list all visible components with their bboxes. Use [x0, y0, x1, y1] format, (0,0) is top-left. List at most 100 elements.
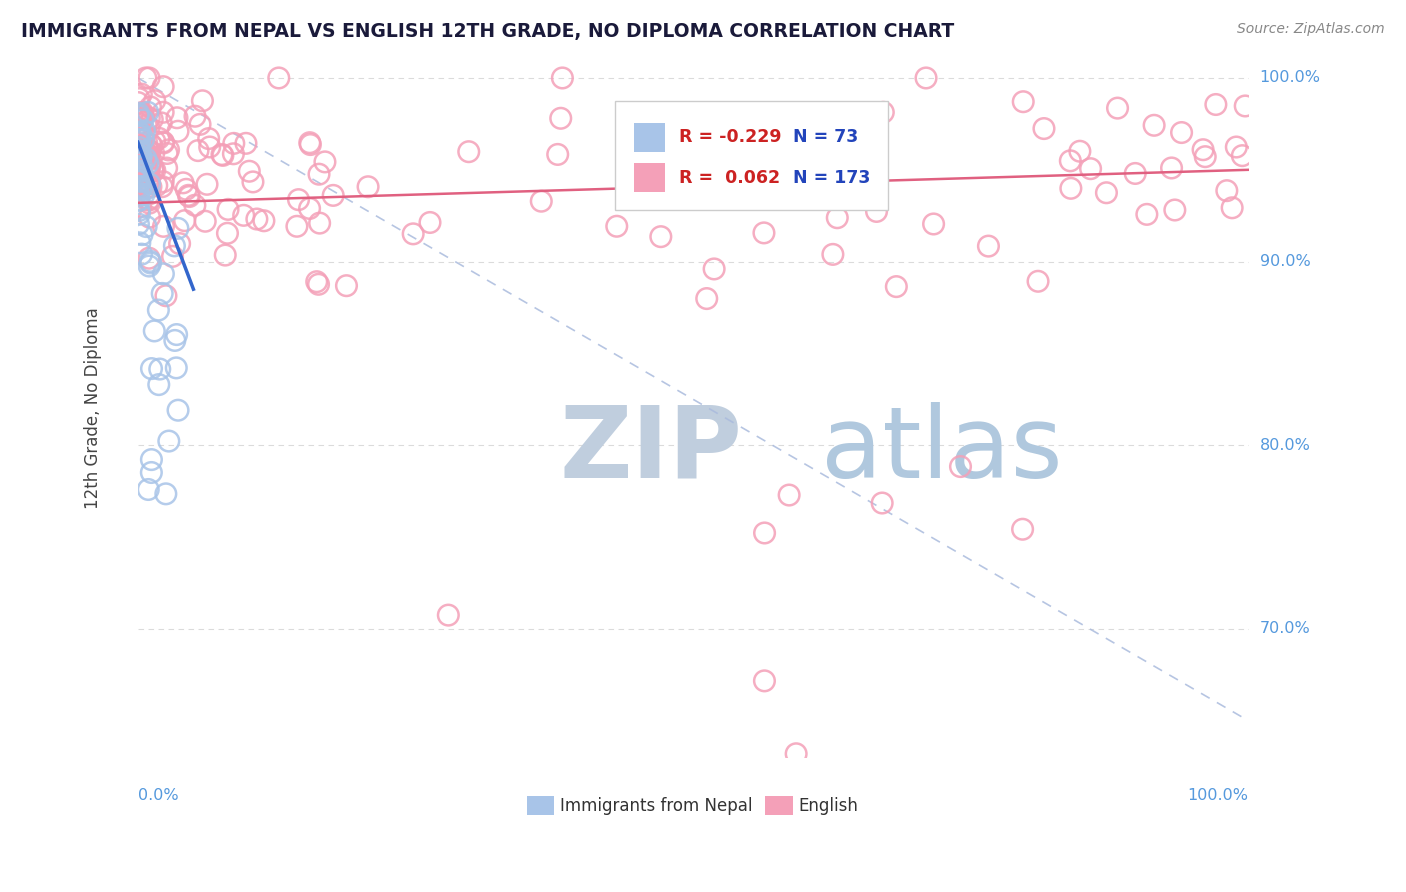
Point: [139, 157, 162, 171]
Text: 12th Grade, No Diploma: 12th Grade, No Diploma: [84, 308, 103, 509]
Point: [138, 180, 160, 194]
Point: [128, 160, 150, 174]
Point: [135, 163, 157, 178]
Point: [136, 141, 159, 155]
Point: [267, 70, 290, 85]
Point: [136, 153, 159, 168]
Point: [148, 303, 170, 318]
Text: R = -0.229: R = -0.229: [679, 128, 782, 146]
Point: [128, 203, 150, 218]
Point: [696, 292, 718, 306]
Point: [139, 100, 162, 114]
Point: [129, 133, 152, 147]
Point: [167, 221, 190, 235]
Text: Immigrants from Nepal: Immigrants from Nepal: [560, 797, 752, 814]
Point: [128, 129, 150, 144]
Point: [922, 217, 945, 231]
Point: [138, 170, 160, 185]
Point: [308, 277, 330, 292]
Point: [184, 109, 207, 123]
Point: [152, 219, 174, 234]
Point: [128, 194, 150, 208]
Point: [150, 116, 173, 130]
Point: [194, 214, 217, 228]
Point: [1012, 95, 1035, 109]
Point: [128, 151, 150, 165]
Point: [148, 377, 170, 392]
Point: [419, 215, 441, 229]
Point: [129, 141, 152, 155]
Point: [402, 227, 425, 241]
Text: 70.0%: 70.0%: [1260, 622, 1310, 637]
Point: [138, 210, 160, 224]
Point: [128, 125, 150, 139]
Point: [128, 144, 150, 158]
Point: [155, 161, 177, 175]
Point: [141, 452, 163, 467]
Point: [139, 256, 162, 270]
Point: [138, 192, 160, 206]
Point: [285, 219, 308, 234]
Point: [148, 131, 170, 145]
Point: [152, 135, 174, 149]
Point: [136, 144, 159, 158]
Point: [131, 167, 153, 181]
Point: [142, 161, 165, 176]
Point: [141, 112, 163, 127]
Point: [212, 148, 235, 162]
Point: [308, 167, 330, 181]
Point: [547, 147, 569, 161]
Point: [131, 145, 153, 160]
Point: [138, 151, 160, 165]
Point: [1143, 118, 1166, 132]
Point: [211, 147, 233, 161]
Point: [127, 125, 149, 139]
Point: [129, 141, 152, 155]
Point: [217, 226, 239, 240]
Point: [1060, 181, 1083, 195]
Text: 90.0%: 90.0%: [1260, 254, 1310, 269]
Point: [437, 608, 460, 623]
Point: [188, 117, 211, 131]
Point: [214, 248, 236, 262]
Point: [128, 128, 150, 143]
Point: [128, 92, 150, 106]
Point: [129, 200, 152, 214]
Point: [167, 124, 190, 138]
Point: [1026, 274, 1049, 288]
Point: [1216, 184, 1239, 198]
Point: [129, 150, 152, 164]
Point: [150, 286, 173, 301]
Point: [1033, 121, 1056, 136]
Point: [754, 526, 776, 541]
Point: [162, 249, 184, 263]
Point: [703, 262, 725, 277]
FancyBboxPatch shape: [765, 796, 793, 815]
Text: ZIP: ZIP: [560, 402, 742, 499]
Point: [128, 117, 150, 131]
Point: [129, 149, 152, 163]
Point: [131, 247, 153, 261]
Point: [138, 111, 160, 125]
Point: [177, 188, 200, 202]
Point: [821, 247, 844, 261]
Point: [138, 251, 160, 265]
Point: [173, 213, 195, 227]
Point: [1192, 143, 1215, 157]
Point: [129, 139, 152, 153]
Point: [299, 137, 322, 152]
Point: [138, 193, 160, 207]
Point: [152, 136, 174, 150]
FancyBboxPatch shape: [616, 102, 887, 210]
Point: [128, 167, 150, 181]
Point: [915, 70, 938, 85]
Point: [222, 136, 245, 151]
Point: [128, 140, 150, 154]
Point: [127, 189, 149, 203]
Point: [606, 219, 628, 234]
Point: [138, 186, 160, 201]
Point: [785, 747, 807, 761]
Point: [232, 208, 254, 222]
Point: [132, 157, 155, 171]
Point: [530, 194, 553, 209]
